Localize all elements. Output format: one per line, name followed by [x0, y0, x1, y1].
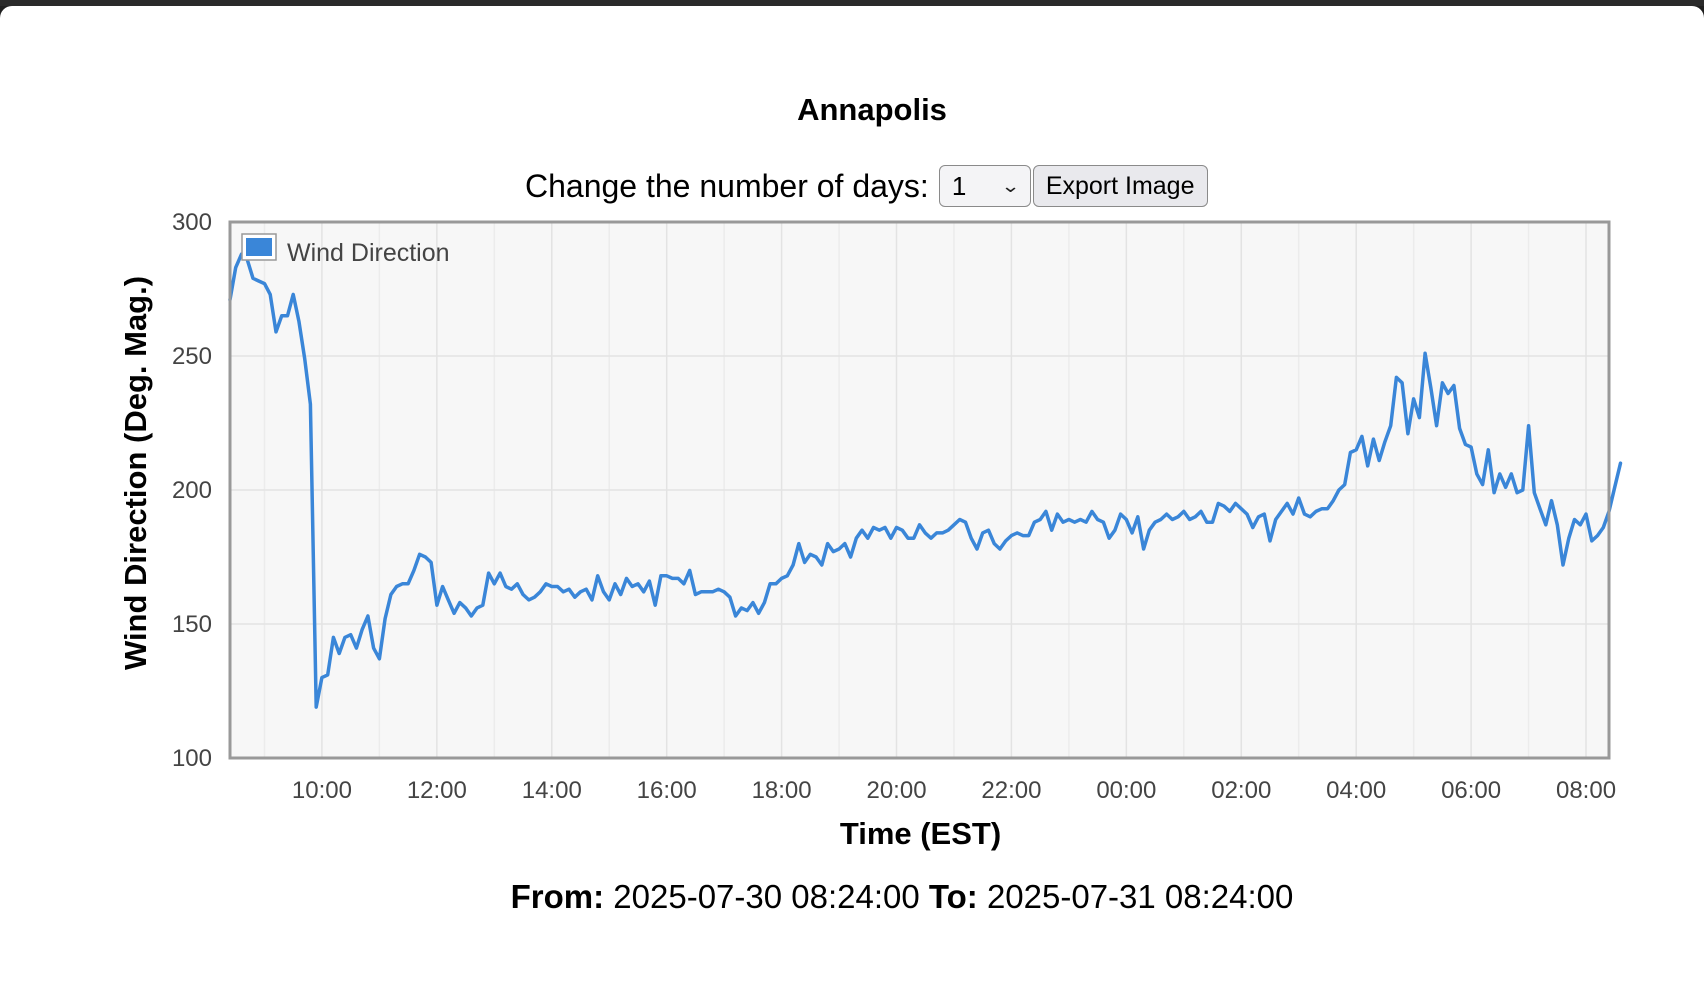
chart-controls: Change the number of days: 1 ⌄ Export Im…	[525, 164, 1208, 208]
y-tick-label: 150	[172, 611, 212, 638]
y-tick-label: 250	[172, 343, 212, 370]
x-tick-label: 14:00	[522, 777, 582, 804]
x-tick-label: 00:00	[1096, 777, 1156, 804]
y-axis-title: Wind Direction (Deg. Mag.)	[118, 276, 153, 670]
x-tick-label: 22:00	[981, 777, 1041, 804]
to-value: 2025-07-31 08:24:00	[986, 878, 1294, 915]
chevron-down-icon: ⌄	[1000, 175, 1021, 196]
x-tick-label: 02:00	[1211, 777, 1271, 804]
y-tick-label: 300	[172, 209, 212, 236]
x-tick-label: 04:00	[1326, 777, 1386, 804]
x-tick-label: 06:00	[1441, 777, 1501, 804]
export-image-button[interactable]: Export Image	[1032, 165, 1208, 207]
from-label: From:	[510, 878, 605, 915]
x-tick-label: 10:00	[292, 777, 352, 804]
x-tick-label: 18:00	[752, 777, 812, 804]
y-tick-label: 200	[172, 477, 212, 504]
plot-border	[228, 220, 1611, 760]
legend-swatch	[246, 238, 272, 256]
y-tick-label: 100	[172, 745, 212, 772]
chart-title: Annapolis	[797, 92, 947, 127]
x-tick-label: 08:00	[1556, 777, 1616, 804]
x-tick-label: 20:00	[866, 777, 926, 804]
series-line-wind-direction	[228, 252, 1623, 709]
days-label: Change the number of days:	[525, 167, 929, 204]
days-select[interactable]: 1 ⌄	[938, 165, 1031, 207]
date-range: From: 2025-07-30 08:24:00 To: 2025-07-31…	[0, 878, 1704, 916]
x-axis-title: Time (EST)	[840, 816, 1001, 851]
to-label: To:	[928, 878, 978, 915]
legend-label: Wind Direction	[287, 239, 450, 267]
from-value: 2025-07-30 08:24:00	[613, 878, 920, 915]
x-tick-label: 12:00	[407, 777, 467, 804]
x-tick-label: 16:00	[637, 777, 697, 804]
days-select-value: 1	[951, 170, 967, 201]
